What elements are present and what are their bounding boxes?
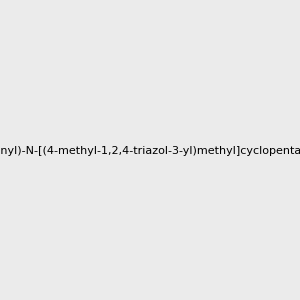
Text: 1-(4-methoxyphenyl)-N-[(4-methyl-1,2,4-triazol-3-yl)methyl]cyclopentane-1-carbox: 1-(4-methoxyphenyl)-N-[(4-methyl-1,2,4-t… (0, 146, 300, 157)
